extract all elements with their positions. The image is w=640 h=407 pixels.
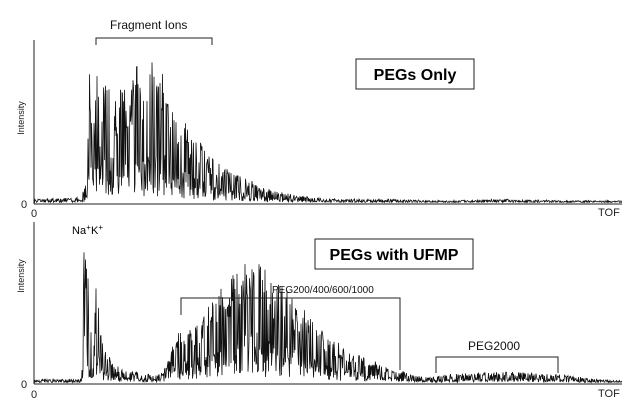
top-x-zero-tick: 0 [31, 208, 37, 220]
panel-pegs-with-ufmp: 0 0 TOF Intensity Na+ K+ PEG200/400/600/… [16, 222, 623, 401]
top-title-box [355, 58, 475, 90]
top-y-axis-label: Intensity [16, 101, 26, 135]
fragment-ions-label: Fragment Ions [110, 18, 187, 32]
na-ion-charge: + [86, 223, 91, 232]
bottom-y-axis-label: Intensity [16, 259, 26, 293]
na-ion-label: Na+ [72, 223, 91, 237]
peg-low-label: PEG200/400/600/1000 [272, 285, 374, 296]
peg-low-bracket [180, 297, 401, 370]
peg2000-label: PEG2000 [468, 339, 520, 353]
peg2000-bracket [435, 356, 559, 373]
bottom-spectrum-trace [33, 252, 623, 384]
bottom-x-zero-tick: 0 [31, 389, 37, 401]
top-y-zero-tick: 0 [21, 199, 27, 211]
k-ion-charge: + [98, 223, 103, 232]
bottom-x-axis-label: TOF [598, 388, 620, 400]
bottom-title-box [314, 238, 474, 270]
k-ion-label: K+ [91, 223, 103, 237]
panel-pegs-only: 0 0 TOF Intensity Fragment Ions PEGs Onl… [16, 18, 623, 220]
k-ion-text: K [91, 225, 99, 237]
bottom-panel-title: PEGs with UFMP [330, 247, 459, 264]
fragment-ions-bracket [95, 37, 213, 45]
top-spectrum-trace [33, 62, 623, 204]
top-panel-title: PEGs Only [374, 67, 457, 84]
top-x-axis-label: TOF [598, 207, 620, 219]
bottom-y-zero-tick: 0 [21, 379, 27, 391]
na-ion-text: Na [72, 225, 87, 237]
